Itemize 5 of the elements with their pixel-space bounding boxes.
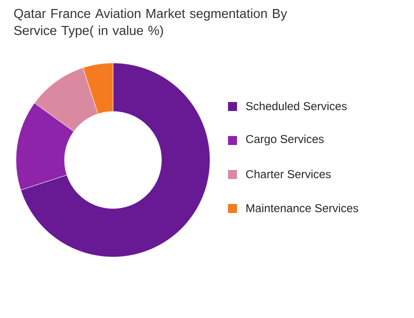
legend-label: Charter Services <box>246 170 331 178</box>
chart-title: Qatar France Aviation Market segmentation By Service Type( in value %) <box>14 8 288 38</box>
legend-label: Scheduled Services <box>246 102 347 110</box>
legend-label: Maintenance Services <box>246 204 358 212</box>
legend-label: Cargo Services <box>246 134 324 146</box>
